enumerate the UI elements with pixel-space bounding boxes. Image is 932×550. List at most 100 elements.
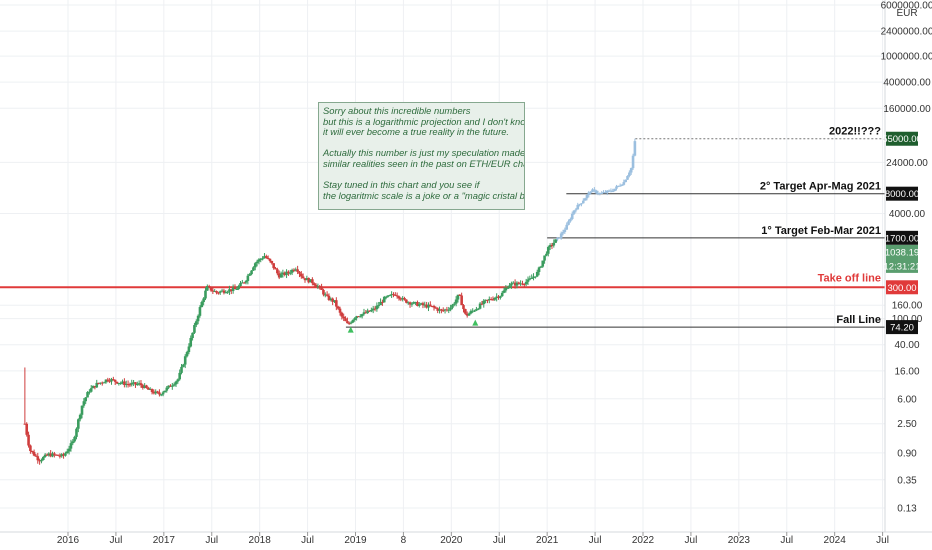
candle-body bbox=[209, 286, 213, 291]
candle-body bbox=[263, 256, 266, 259]
candle-body bbox=[134, 382, 137, 385]
candle-body bbox=[176, 379, 180, 382]
candle-body bbox=[373, 308, 377, 310]
candle-body bbox=[45, 454, 49, 456]
candle-body bbox=[440, 309, 443, 311]
candle-body bbox=[182, 364, 185, 367]
candle-body bbox=[454, 299, 458, 304]
candle-body bbox=[497, 296, 500, 298]
candle-body bbox=[465, 313, 469, 316]
candle-body bbox=[158, 392, 161, 395]
note-line: it will ever become a true reality in th… bbox=[323, 126, 510, 138]
projection-candle bbox=[558, 237, 561, 239]
candle-body bbox=[362, 312, 366, 315]
candle-body bbox=[106, 379, 110, 381]
candle-body bbox=[115, 381, 119, 384]
projection-candle bbox=[631, 155, 635, 169]
candle-body bbox=[198, 307, 202, 316]
price-tick-label: 2.50 bbox=[897, 419, 917, 430]
time-tick-label: 2020 bbox=[440, 535, 463, 546]
candle-body bbox=[193, 325, 196, 333]
projection-candle bbox=[576, 204, 580, 210]
price-tick-label: 100.00 bbox=[892, 314, 923, 325]
candle-body bbox=[141, 385, 145, 388]
candle-body bbox=[167, 385, 170, 388]
price-tick-label: 2400000.00 bbox=[881, 27, 932, 38]
candle-body bbox=[462, 305, 465, 310]
candle-body bbox=[300, 273, 303, 277]
candle-body bbox=[425, 304, 428, 308]
time-axis[interactable]: 2016 Jul 2017 Jul 2018 Jul 2019 8 2020 Jul 2021 Jul… bbox=[57, 532, 889, 546]
candle-body bbox=[257, 259, 261, 262]
candle-body bbox=[530, 277, 533, 279]
projection-candle bbox=[556, 237, 559, 240]
candle-body bbox=[255, 261, 259, 264]
candle-body bbox=[447, 309, 451, 311]
candle-body bbox=[228, 289, 231, 292]
note-line: Sorry about this incredible numbers bbox=[323, 105, 471, 116]
candle-body bbox=[314, 285, 318, 287]
level-title: Take off line bbox=[818, 272, 881, 284]
price-axis[interactable]: 6000000.00 2400000.00 1000000.00 400000.00 1… bbox=[881, 1, 932, 515]
candle-body bbox=[220, 290, 224, 292]
candle-body bbox=[53, 453, 56, 455]
candle-body bbox=[34, 455, 38, 457]
price-tick-label: 24000.00 bbox=[886, 158, 928, 169]
candle-body bbox=[386, 295, 390, 297]
price-tick-label: 4000.00 bbox=[889, 209, 926, 220]
candle-body bbox=[100, 382, 104, 384]
candle-body bbox=[311, 279, 314, 284]
level-title: 1° Target Feb-Mar 2021 bbox=[761, 225, 881, 237]
projection-candle bbox=[615, 186, 618, 189]
candle-body bbox=[145, 385, 148, 388]
time-tick-label: Jul bbox=[685, 535, 698, 546]
candle-body bbox=[449, 307, 452, 310]
candle-body bbox=[370, 309, 373, 312]
projection-candle bbox=[565, 224, 569, 230]
candle-body bbox=[331, 298, 334, 302]
candle-body bbox=[285, 271, 288, 275]
candle-body bbox=[441, 310, 445, 312]
candle-body bbox=[353, 318, 357, 320]
candle-body bbox=[513, 282, 517, 286]
time-tick-label: Jul bbox=[205, 535, 218, 546]
projection-candle bbox=[580, 203, 583, 205]
candle-body bbox=[340, 312, 344, 317]
candle-body bbox=[75, 428, 78, 437]
projection-candle bbox=[589, 192, 592, 194]
candle-body bbox=[401, 298, 404, 300]
candle-body bbox=[471, 310, 475, 312]
candle-body bbox=[414, 302, 417, 304]
candle-body bbox=[112, 379, 115, 381]
candle-body bbox=[499, 296, 502, 298]
projection-candle bbox=[559, 233, 563, 239]
candle-body bbox=[502, 290, 506, 293]
projection-candle bbox=[569, 218, 572, 222]
candle-body bbox=[93, 385, 97, 388]
event-markers bbox=[347, 319, 479, 333]
note-line: but this is a logarithmic projection and… bbox=[323, 115, 525, 127]
candle-body bbox=[510, 283, 513, 286]
candle-body bbox=[486, 299, 489, 301]
candle-body bbox=[456, 294, 460, 300]
level-title: 2° Target Apr-Mag 2021 bbox=[760, 181, 881, 193]
projection-candle bbox=[572, 210, 576, 214]
projection-candle bbox=[594, 190, 598, 194]
candle-body bbox=[49, 453, 52, 457]
candle-body bbox=[213, 291, 216, 293]
candle-body bbox=[473, 310, 476, 312]
candle-body bbox=[89, 388, 93, 392]
candle-body bbox=[539, 266, 543, 268]
annotation-note[interactable]: Sorry about this incredible numbers but t… bbox=[318, 102, 525, 210]
candle-body bbox=[86, 392, 89, 398]
candle-body bbox=[95, 382, 99, 388]
candle-body bbox=[252, 267, 255, 271]
candle-body bbox=[231, 287, 235, 292]
candle-body bbox=[30, 450, 34, 452]
countdown-label: 12:31:21 bbox=[884, 261, 921, 272]
candle-body bbox=[489, 299, 493, 301]
candle-body bbox=[528, 278, 532, 280]
projection-candle bbox=[613, 188, 616, 192]
candle-body bbox=[82, 401, 86, 406]
